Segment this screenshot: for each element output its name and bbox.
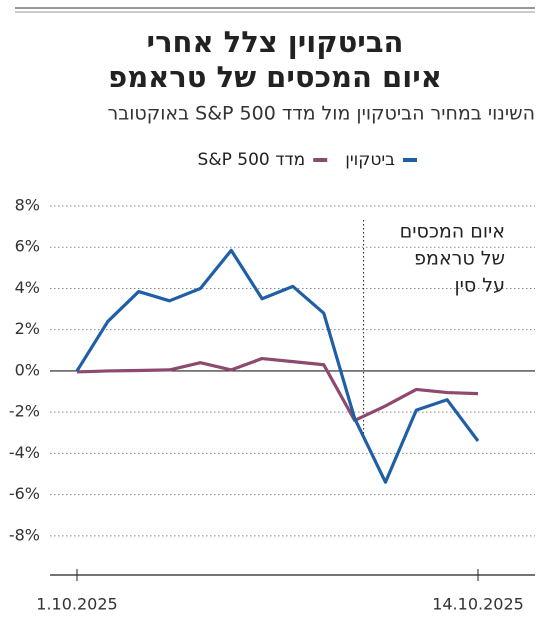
y-tick-label: -6% (9, 484, 40, 503)
y-tick-label: 2% (15, 319, 40, 338)
x-tick-label: 1.10.2025 (36, 595, 117, 614)
y-tick-label: 4% (15, 278, 40, 297)
y-tick-label: -2% (9, 402, 40, 421)
legend-label: מדד S&P 500 (198, 150, 306, 170)
y-tick-label: -8% (9, 525, 40, 544)
series-line (75, 248, 480, 484)
annotation: על סין (455, 275, 506, 297)
y-tick-label: 0% (15, 360, 40, 379)
y-tick-label: 8% (15, 196, 40, 215)
chart-subtitle: השינוי במחיר הביטקוין מול מדד S&P 500 בא… (108, 103, 535, 125)
y-tick-label: 6% (15, 237, 40, 256)
series-line (76, 356, 479, 422)
y-tick-label: -4% (9, 443, 40, 462)
x-tick-label: 14.10.2025 (432, 595, 524, 614)
chart-title: הביטקוין צלל אחרי (147, 25, 404, 59)
annotation: של טראמפ (414, 248, 505, 270)
chart-title: איום המכסים של טראמפ (108, 60, 442, 94)
legend-label: ביטקוין (345, 150, 395, 170)
annotation: איום המכסים (400, 221, 505, 243)
